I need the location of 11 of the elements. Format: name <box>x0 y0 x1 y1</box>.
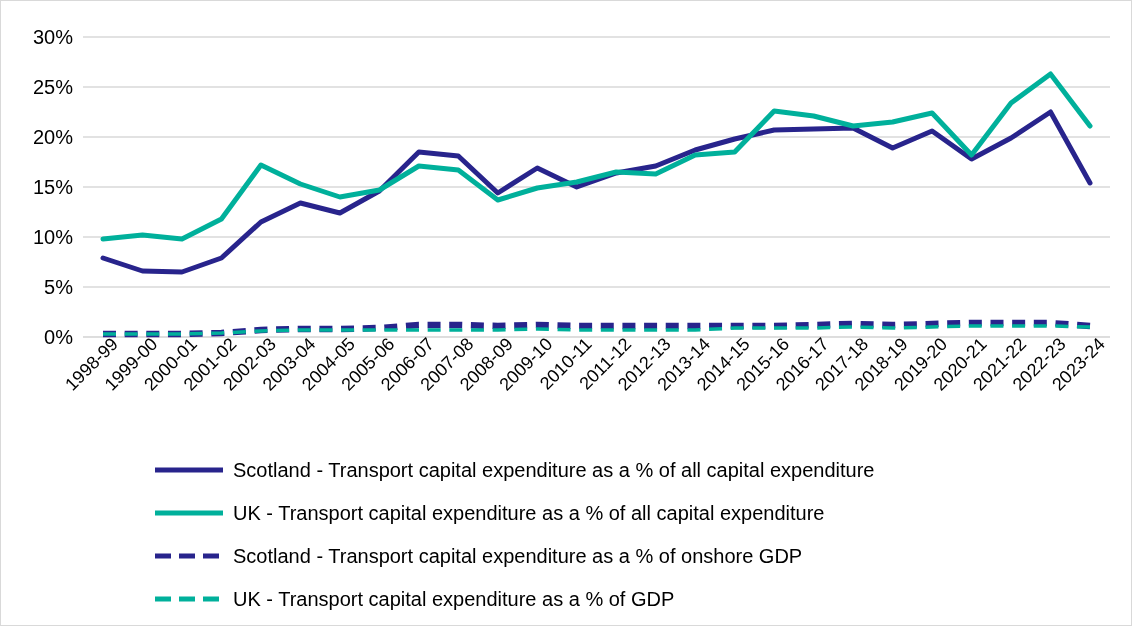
legend-label: Scotland - Transport capital expenditure as a % of onshore GDP <box>233 545 803 567</box>
y-tick-label: 5% <box>44 275 74 298</box>
y-tick-label: 20% <box>32 125 74 148</box>
y-tick-label: 15% <box>32 175 74 198</box>
legend-label: UK - Transport capital expenditure as a % of all capital expenditure <box>233 502 825 524</box>
y-tick-label: 30% <box>32 25 74 48</box>
legend-label: Scotland - Transport capital expenditure as a % of all capital expenditure <box>233 459 875 481</box>
y-tick-label: 25% <box>32 75 74 98</box>
line-series <box>101 324 1092 336</box>
legend-label: UK - Transport capital expenditure as a % of GDP <box>233 588 675 610</box>
y-tick-label: 10% <box>32 225 74 248</box>
